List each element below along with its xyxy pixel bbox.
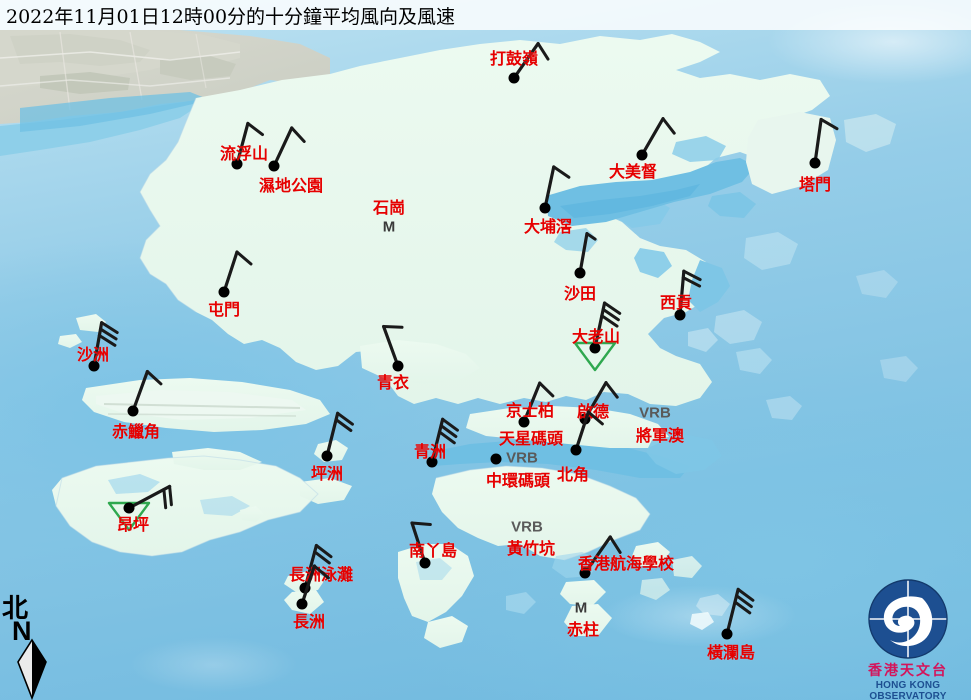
station-label: 大美督 <box>608 162 658 181</box>
station-label: 大老山 <box>571 327 621 346</box>
station-label: 赤鱲角 <box>111 422 161 441</box>
station-flag-m: M <box>382 218 396 236</box>
station-label: 屯門 <box>207 300 241 319</box>
station-label: 青洲 <box>413 442 447 461</box>
deep-bay-water <box>0 98 210 156</box>
station-marker-dot[interactable] <box>268 160 280 172</box>
station-label: 赤柱 <box>566 620 600 639</box>
station-marker-dot[interactable] <box>419 557 431 569</box>
station-marker-dot[interactable] <box>518 416 530 428</box>
station-label: 昂坪 <box>116 515 150 534</box>
station-flag-vrb: VRB <box>511 518 543 536</box>
station-flag-vrb: VRB <box>639 404 671 422</box>
waglan-island <box>690 612 714 630</box>
victoria-harbour-water <box>430 440 690 478</box>
station-label: 天星碼頭 <box>498 429 564 448</box>
station-flag-vrb: VRB <box>506 449 538 467</box>
station-label: 長洲 <box>292 612 326 631</box>
station-marker-dot[interactable] <box>231 158 243 170</box>
station-marker-dot[interactable] <box>426 456 438 468</box>
station-marker-dot[interactable] <box>721 628 733 640</box>
station-label: 大埔滘 <box>523 217 573 236</box>
station-marker-dot[interactable] <box>570 444 582 456</box>
station-label: 打鼓嶺 <box>489 49 539 68</box>
kowloon-peninsula <box>466 406 670 448</box>
station-marker-dot[interactable] <box>88 360 100 372</box>
station-label: 長洲泳灘 <box>288 565 354 584</box>
station-flag-m: M <box>574 599 588 617</box>
station-label: 南丫島 <box>408 541 458 560</box>
new-territories-land <box>140 34 830 406</box>
sha-chau-island <box>76 314 106 332</box>
mainland-shenzhen-area <box>0 30 330 124</box>
north-label-en: N <box>12 616 32 646</box>
station-label: 流浮山 <box>219 144 269 163</box>
station-label: 中環碼頭 <box>485 471 551 490</box>
station-marker-dot[interactable] <box>809 157 821 169</box>
station-label: 黃竹坑 <box>506 539 556 558</box>
north-arrow: 北 N <box>2 588 62 700</box>
station-label: 香港航海學校 <box>577 554 675 573</box>
hko-logo: 香港天文台 HONG KONG OBSERVATORY <box>845 578 971 700</box>
station-marker-dot[interactable] <box>296 598 308 610</box>
junk-bay-water <box>646 434 722 474</box>
north-arrow-icon <box>17 638 47 700</box>
station-label: 西貢 <box>659 293 693 312</box>
station-marker-dot[interactable] <box>539 202 551 214</box>
station-marker-dot[interactable] <box>636 149 648 161</box>
lantau-island <box>52 448 352 556</box>
station-label: 塔門 <box>798 175 832 194</box>
station-marker-dot[interactable] <box>589 342 601 354</box>
station-label: 坪洲 <box>310 464 344 483</box>
logo-name-en: HONG KONG OBSERVATORY <box>869 680 947 700</box>
station-marker-dot[interactable] <box>674 309 686 321</box>
station-label: 橫瀾島 <box>706 643 756 662</box>
station-marker-dot[interactable] <box>321 450 333 462</box>
logo-name-cn: 香港天文台 <box>868 663 948 679</box>
station-marker-dot[interactable] <box>392 360 404 372</box>
station-label: 青衣 <box>376 373 410 392</box>
station-marker-dot[interactable] <box>579 567 591 579</box>
station-marker-dot[interactable] <box>490 453 502 465</box>
station-marker-dot[interactable] <box>574 267 586 279</box>
page-title: 2022年11月01日12時00分的十分鐘平均風向及風速 <box>6 6 456 28</box>
station-label: 沙洲 <box>76 345 110 364</box>
station-label: 將軍澳 <box>635 426 685 445</box>
station-label: 沙田 <box>563 284 597 303</box>
station-label: 濕地公園 <box>258 176 324 195</box>
station-marker-dot[interactable] <box>127 405 139 417</box>
station-marker-dot[interactable] <box>508 72 520 84</box>
title-bar: 2022年11月01日12時00分的十分鐘平均風向及風速 <box>0 0 971 30</box>
station-marker-dot[interactable] <box>218 286 230 298</box>
station-label: 石崗 <box>372 198 406 217</box>
station-label: 北角 <box>556 465 590 484</box>
station-label: 啟德 <box>576 402 610 421</box>
station-label: 京士柏 <box>505 401 555 420</box>
station-marker-dot[interactable] <box>123 502 135 514</box>
hko-logo-icon <box>868 579 948 659</box>
north-label-cn: 北 <box>2 594 29 624</box>
